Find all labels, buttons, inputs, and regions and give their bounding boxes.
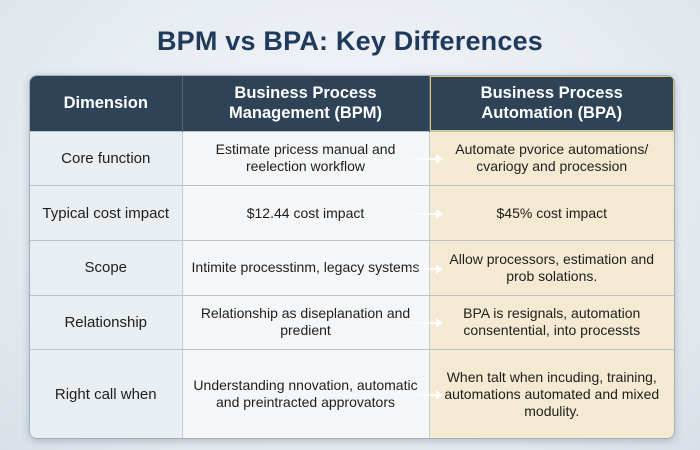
- row-bpa-text: $45% cost impact: [496, 204, 608, 221]
- row-dimension: Core function: [30, 130, 183, 186]
- row-bpa-text: Allow processors, estimation and prob so…: [449, 250, 655, 284]
- table-row: Scope Intimite processtinm, legacy syste…: [30, 239, 674, 296]
- header-bpm: Business Process Management (BPM): [182, 76, 430, 131]
- row-dimension: Typical cost impact: [30, 185, 183, 241]
- arrow-right-icon: [407, 390, 443, 401]
- row-bpm: Understanding nnovation, automatic and p…: [182, 349, 430, 438]
- row-bpa-text: Automate pvorice automations/ cvariogy a…: [455, 141, 649, 175]
- row-bpa-text: BPA is resignals, automation consententi…: [463, 305, 641, 339]
- row-bpa: Automate pvorice automations/ cvariogy a…: [407, 130, 674, 186]
- row-bpm: Estimate pricess manual and reelection w…: [182, 130, 430, 186]
- row-bpm: Intimite processtinm, legacy systems: [182, 239, 430, 296]
- arrow-right-icon: [407, 263, 443, 274]
- header-bpa: Business Process Automation (BPA): [429, 76, 674, 131]
- table-row: Relationship Relationship as diseplanati…: [30, 294, 674, 350]
- arrow-right-icon: [407, 209, 443, 220]
- row-bpa: When talt when incuding, training, autom…: [407, 349, 674, 438]
- arrow-right-icon: [407, 154, 443, 165]
- table-row: Core function Estimate pricess manual an…: [30, 130, 674, 186]
- comparison-table: Dimension Business Process Management (B…: [29, 75, 675, 439]
- row-bpa: BPA is resignals, automation consententi…: [407, 294, 674, 350]
- table-row: Typical cost impact $12.44 cost impact $…: [30, 185, 674, 241]
- arrow-right-icon: [407, 318, 443, 329]
- row-dimension: Relationship: [30, 294, 183, 350]
- page-title: BPM vs BPA: Key Differences: [156, 26, 544, 56]
- table-row: Right call when Understanding nnovation,…: [30, 349, 674, 438]
- table-header-row: Dimension Business Process Management (B…: [30, 76, 674, 131]
- header-dimension: Dimension: [30, 76, 183, 131]
- row-bpa: Allow processors, estimation and prob so…: [407, 239, 674, 296]
- row-bpa: $45% cost impact: [407, 185, 674, 241]
- row-bpm: $12.44 cost impact: [182, 185, 430, 241]
- row-dimension: Scope: [30, 239, 183, 296]
- row-dimension: Right call when: [30, 349, 183, 438]
- row-bpm: Relationship as diseplanation and predie…: [182, 294, 430, 350]
- row-bpa-text: When talt when incuding, training, autom…: [444, 368, 660, 419]
